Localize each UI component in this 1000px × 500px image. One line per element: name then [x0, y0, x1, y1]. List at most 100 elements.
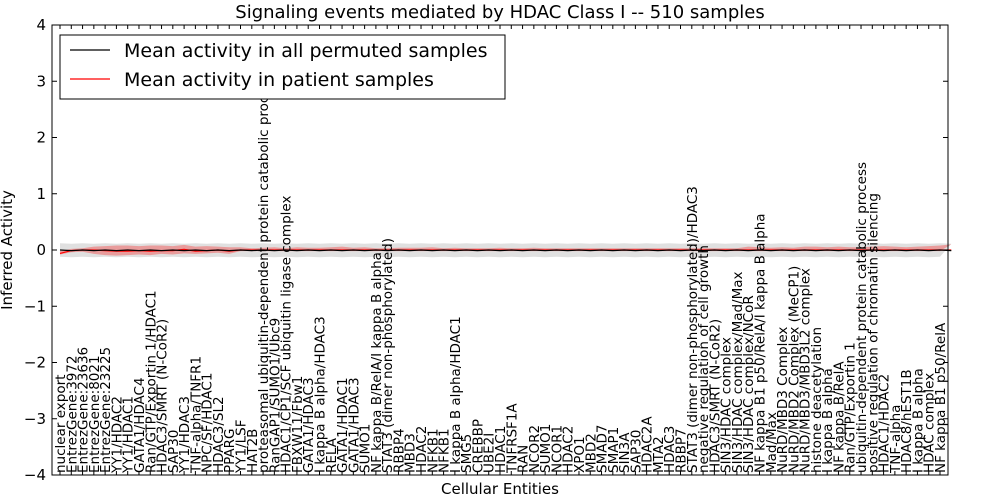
x-tick-label: SIN3/HDAC complex	[719, 337, 735, 473]
y-tick-label: −1	[24, 297, 46, 315]
x-tick-label: HDAC complex	[922, 373, 938, 473]
y-tick-label: −2	[24, 354, 46, 372]
x-tick-label: EntrezGene:8021	[87, 355, 103, 473]
x-tick-label: STAT3 (dimer non-phosphorylated)/HDAC3	[685, 186, 701, 473]
x-tick-label: SAP30	[628, 430, 644, 473]
x-tick-label: HDAC2A	[640, 416, 656, 473]
y-tick-label: −4	[24, 466, 46, 484]
legend: Mean activity in all permuted samples Me…	[59, 34, 506, 100]
x-tick-label: TNFRSF1A	[504, 403, 520, 474]
series-lines	[59, 248, 952, 254]
x-tick-label: positive regulation of chromatin silenci…	[865, 193, 881, 473]
x-tick-label: RBBP7	[674, 428, 690, 473]
x-tick-label: EntrezGene:23225	[98, 347, 114, 473]
y-tick-label: 1	[36, 185, 46, 203]
legend-label-patient: Mean activity in patient samples	[124, 69, 434, 91]
x-tick-label: NF kappa B/RelA/I kappa B alpha	[369, 252, 385, 473]
y-tick-label: −3	[24, 410, 46, 428]
x-tick-label: HDAC3	[662, 426, 678, 473]
x-tick-label: NF kappa B/RelA	[832, 361, 848, 473]
legend-box	[59, 34, 506, 100]
x-tick-label: GATA1/HDAC3	[301, 377, 317, 473]
x-tick-label: YY1/HDAC1	[121, 396, 137, 474]
x-tick-label: FBXW11/Fbw1	[290, 376, 306, 473]
x-tick-label: HDAC1/CP1/SCF ubiquitin ligase complex	[279, 196, 295, 473]
x-tick-label: RBBP4	[392, 428, 408, 473]
x-tick-label: Ran/GTP/Exportin 1/HDAC1	[143, 290, 159, 473]
x-tick-label: negative regulation of cell growth	[696, 245, 712, 473]
x-tick-label: HDAC2	[561, 426, 577, 473]
x-tick-label: YY1/HDAC3	[177, 396, 193, 474]
x-tick-label: TNF-alpha/TNFR1	[188, 356, 204, 474]
x-tick-label: SIN3A	[617, 432, 633, 473]
x-tick-label: SAP30	[166, 430, 182, 473]
x-tick-label: HDAC3/SMRT (N-CoR2)	[707, 319, 723, 473]
x-tick-label: PPARG	[222, 429, 238, 474]
x-tick-label: Mad/Max	[764, 412, 780, 473]
x-tick-label: EntrezGene:23636	[76, 347, 92, 473]
x-tick-label: I kappa B alpha/HDAC1	[448, 316, 464, 473]
x-tick-label: HDAC2	[414, 426, 430, 473]
y-tick-label: 3	[36, 72, 46, 90]
y-tick-label: 2	[36, 129, 46, 147]
x-tick-label: proteasomal ubiquitin-dependent protein …	[256, 73, 272, 473]
x-tick-label: RAN	[516, 445, 532, 473]
x-tick-label: XPO1	[572, 436, 588, 473]
x-tick-label: GATA1/HDAC4	[132, 377, 148, 473]
y-axis-label: Inferred Activity	[0, 190, 16, 310]
y-tick-label: 0	[36, 241, 46, 259]
x-tick-label: MBD2	[583, 433, 599, 473]
x-tick-label: RELA	[324, 437, 340, 473]
x-tick-label: I kappa B alpha	[910, 368, 926, 473]
permuted-mean-line	[59, 249, 952, 252]
x-tick-label: NF kappa B1 p50/RelA	[933, 322, 949, 473]
x-tick-label: TNF-alpha	[888, 405, 904, 474]
x-tick-label: UBE2I	[482, 433, 498, 473]
x-tick-label: NF kappa B1 p50/RelA/I kappa B alpha	[753, 213, 769, 473]
x-tick-label: HDAC3/SL2	[211, 396, 227, 473]
x-tick-label: Ran/GTP/Exportin 1	[843, 342, 859, 473]
x-axis-label: Cellular Entities	[441, 480, 559, 498]
plot-frame	[51, 24, 949, 476]
x-tick-label: histone deacetylation	[809, 327, 825, 473]
x-tick-label: MTA2	[651, 436, 667, 473]
x-tick-label: SIN3/HDAC complex/Mad/Max	[730, 271, 746, 473]
x-tick-label: NPC/SF/HDAC1	[200, 373, 216, 473]
y-tick-label: 4	[36, 16, 46, 34]
x-tick-label: HDAC1	[493, 426, 509, 473]
x-tick-label: RanGAP1/SUMO1/Ubc9	[267, 318, 283, 473]
x-tick-label: I kappa B alpha	[820, 368, 836, 473]
x-tick-label: YY1/HDAC2	[109, 396, 125, 474]
x-tick-label: GATA1/HDAC1	[335, 377, 351, 473]
chart-title: Signaling events mediated by HDAC Class …	[235, 2, 764, 23]
x-tick-label: SUMO1	[358, 424, 374, 473]
x-tick-label: GATA1/HDAC3	[346, 377, 362, 473]
x-tick-label: CREBBP	[470, 419, 486, 473]
legend-label-permuted: Mean activity in all permuted samples	[124, 40, 487, 62]
x-tick-label: MBD3	[403, 433, 419, 473]
x-tick-label: NFKB1	[437, 428, 453, 473]
x-tick-label: HDAC1/HDAC2	[877, 374, 893, 473]
x-tick-label: NuRD/MBD3/MBD3L2 complex	[798, 268, 814, 473]
x-tick-label: nuclear export	[53, 375, 69, 473]
x-tick-label: HDAC8/hEST1B	[899, 369, 915, 473]
x-tick-label: NFKB1	[425, 428, 441, 473]
x-tick-label: NCOR1	[549, 425, 565, 473]
x-tick-label: SMAP1	[606, 427, 622, 473]
x-tick-label: NuRD/MBD3 Complex	[775, 327, 791, 473]
x-tick-label: STAT3 (dimer non-phosphorylated)	[380, 238, 396, 473]
x-tick-label: EntrezGene:3972	[64, 355, 80, 473]
x-tick-label: NCOR2	[527, 425, 543, 473]
x-tick-label: SUMO1	[538, 424, 554, 473]
y-axis: 4 3 2 1 0 −1 −2 −3 −4	[24, 16, 948, 484]
x-tick-label: I kappa B alpha/HDAC3	[313, 316, 329, 473]
x-tick-label: YY1/LSF	[234, 420, 250, 475]
x-tick-label: HAT2B	[245, 429, 261, 473]
x-tick-label: SIN3/HDAC complex/NCoR	[741, 295, 757, 473]
x-tick-label: SMG5	[459, 434, 475, 473]
x-tick-label: HDAC3/SMRT (N-CoR2)	[155, 319, 171, 473]
x-tick-label: NuRD/MBD2 Complex (MeCP1)	[786, 266, 802, 473]
x-tick-label: SMAD7	[595, 425, 611, 473]
x-axis: nuclear exportEntrezGene:3972EntrezGene:…	[53, 25, 949, 475]
